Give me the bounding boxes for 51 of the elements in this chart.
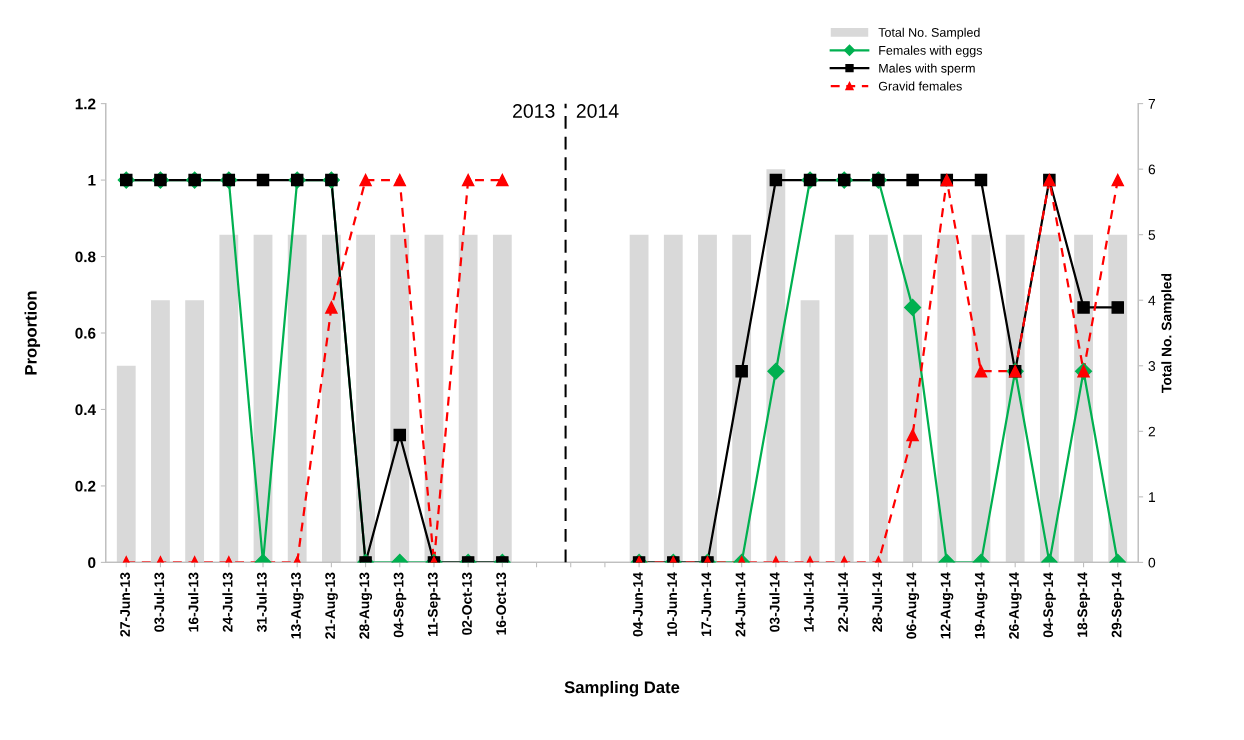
y-tick-label: 0.8	[75, 251, 96, 263]
y-tick-label: 0.6	[75, 327, 96, 339]
x-tick-label: 04-Sep-14	[1043, 572, 1056, 638]
x-tick-label: 18-Sep-14	[1077, 572, 1091, 637]
y-tick-label: 0	[88, 557, 96, 569]
x-tick-label: 22-Jul-14	[837, 572, 848, 632]
x-tick-label: 13-Aug-13	[291, 572, 304, 639]
y2-tick-label: 1	[1149, 492, 1156, 502]
x-tick-label: 31-Jul-13	[256, 572, 267, 633]
x-tick-label: 19-Aug-14	[974, 572, 988, 639]
x-tick-label: 02-Oct-13	[462, 572, 472, 635]
legend-label: Males with sperm	[879, 63, 975, 76]
x-tick-label: 06-Aug-14	[906, 572, 920, 639]
x-tick-label: 24-Jun-14	[735, 572, 746, 637]
y2-tick-label: 4	[1148, 295, 1156, 306]
y2-tick-label: 2	[1148, 426, 1156, 437]
x-tick-label: 27-Jun-13	[120, 572, 130, 637]
x-tick-label: 26-Aug-14	[1009, 572, 1022, 639]
x-tick-label: 03-Jul-13	[153, 572, 165, 632]
x-tick-label: 21-Aug-13	[325, 572, 338, 639]
x-tick-label: 03-Jul-14	[769, 572, 780, 632]
y2-tick-label: 5	[1148, 230, 1156, 240]
legend-label: Females with eggs	[879, 45, 983, 58]
y2-axis-title: Total No. Sampled	[1161, 273, 1175, 393]
x-tick-label: 10-Jun-14	[667, 572, 678, 637]
legend-label: Gravid females	[878, 81, 962, 91]
x-tick-label: 11-Sep-13	[427, 572, 441, 637]
x-tick-label: 17-Jun-14	[701, 572, 712, 637]
x-tick-label: 04-Jun-14	[632, 572, 643, 637]
x-axis-title: Sampling Date	[564, 680, 680, 697]
y-tick-label: 1	[88, 175, 96, 186]
x-tick-label: 28-Aug-13	[359, 572, 373, 639]
y-tick-label: 0.4	[75, 404, 96, 416]
x-tick-label: 24-Jul-13	[222, 572, 233, 632]
y2-tick-label: 6	[1148, 164, 1156, 175]
y2-tick-label: 3	[1148, 361, 1156, 371]
legend-label: Total No. Sampled	[878, 27, 980, 40]
x-tick-label: 16-Oct-13	[496, 572, 507, 635]
y-tick-label: 1.2	[75, 98, 96, 110]
x-tick-label: 14-Jul-14	[803, 572, 814, 632]
x-tick-label: 04-Sep-13	[393, 572, 407, 638]
annotation: 2013	[513, 104, 555, 118]
x-tick-label: 16-Jul-13	[188, 572, 199, 632]
y2-tick-label: 7	[1148, 99, 1156, 109]
y-axis-title: Proportion	[24, 291, 41, 375]
y2-tick-label: 0	[1148, 557, 1156, 568]
x-tick-label: 12-Aug-14	[940, 572, 954, 639]
annotation: 2014	[576, 104, 619, 118]
y-tick-label: 0.2	[75, 480, 96, 492]
x-tick-label: 28-Jul-14	[871, 572, 883, 632]
x-tick-label: 29-Sep-14	[1111, 572, 1125, 638]
